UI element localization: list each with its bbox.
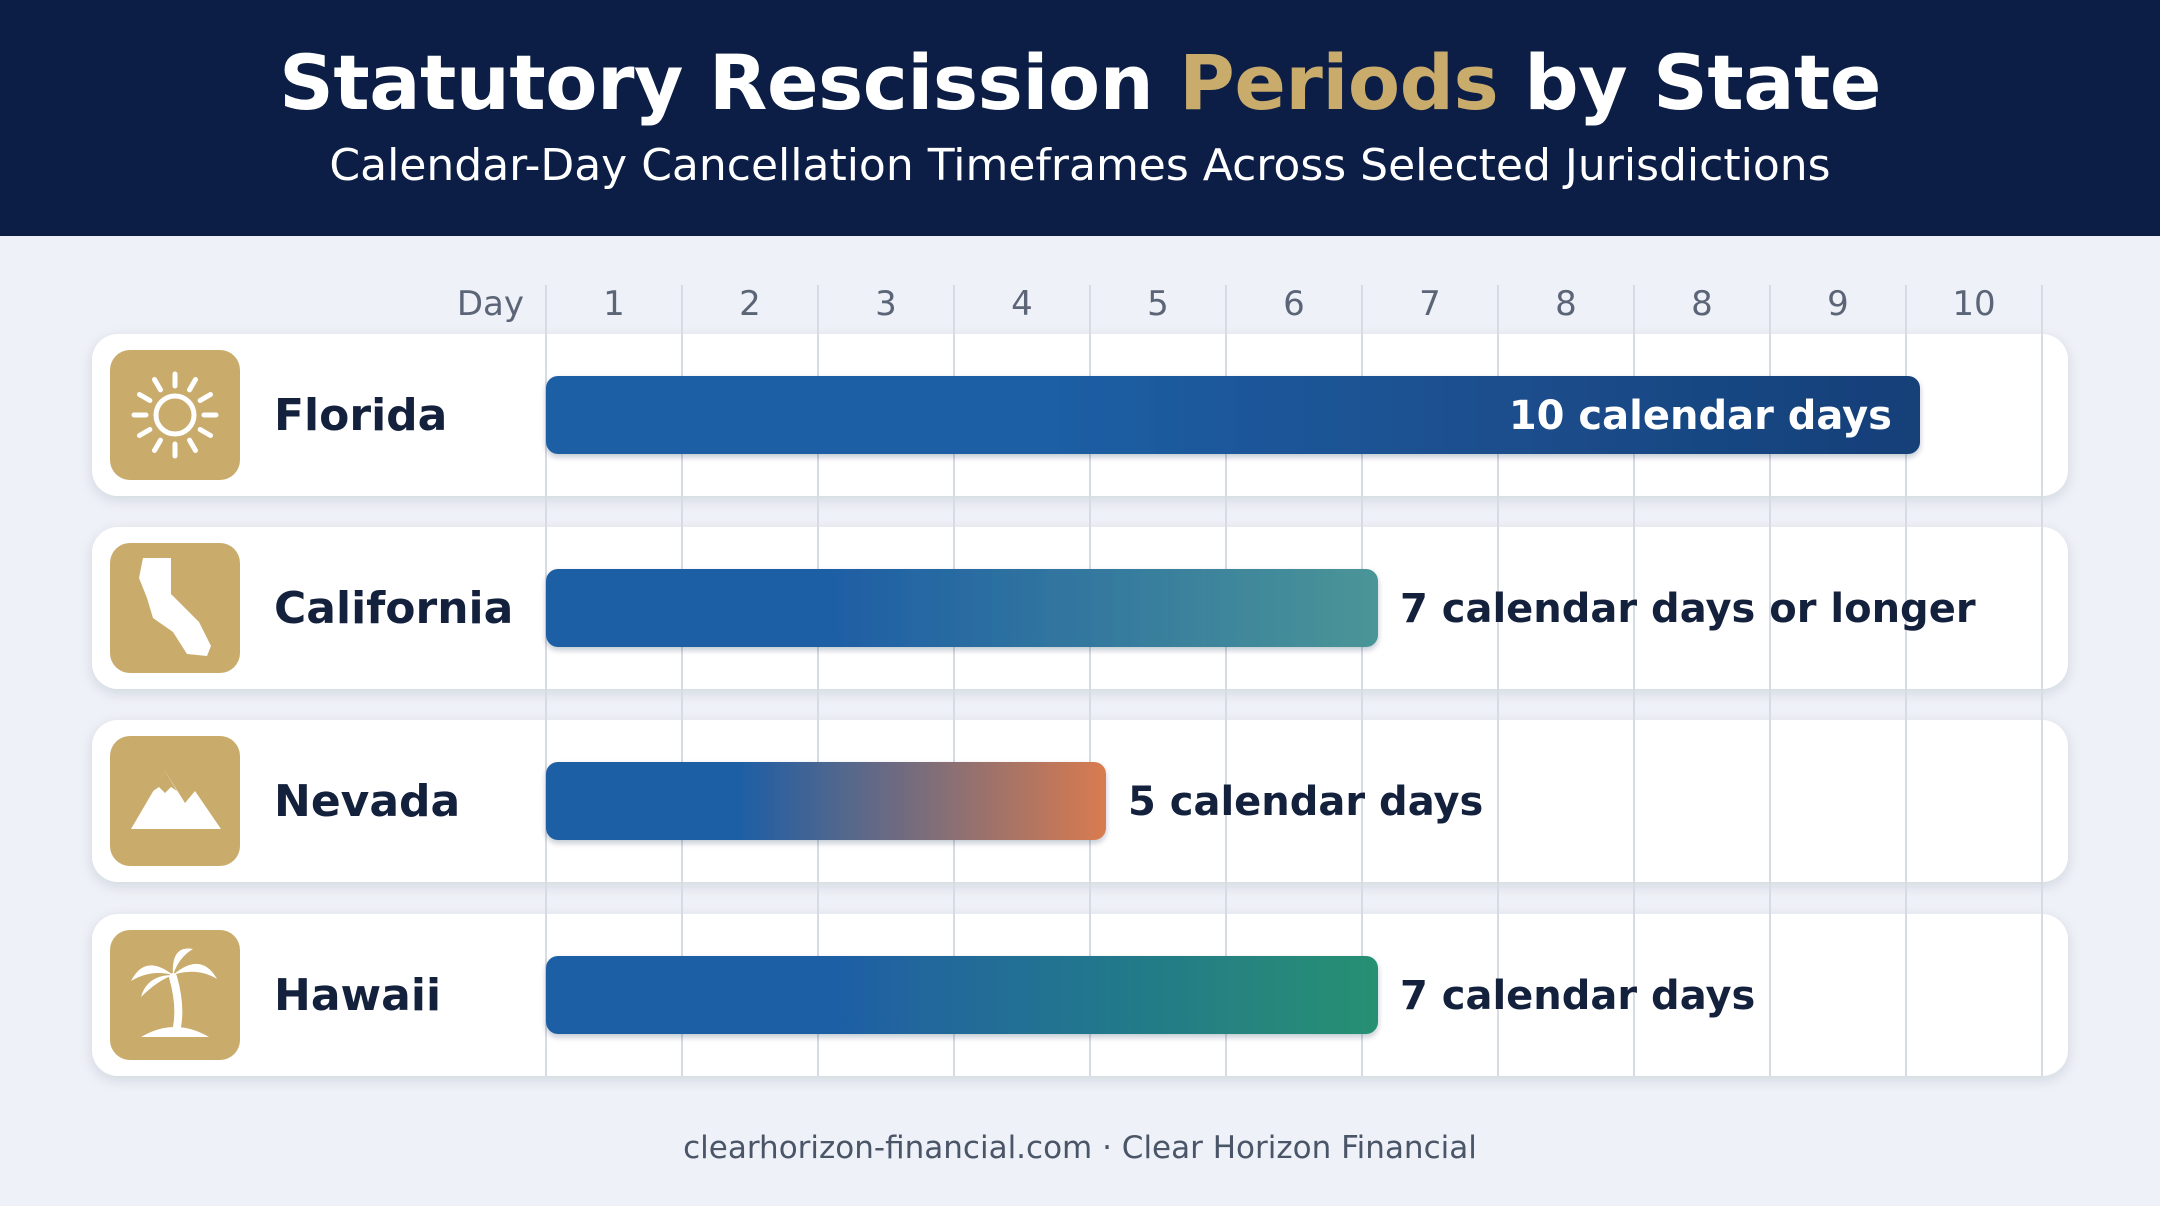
category-label-hawaii: Hawaii [274,970,441,1021]
bar-california [546,569,1378,647]
tick-label: 4 [1011,284,1033,324]
value-label-california: 7 calendar days or longer [1400,586,1976,632]
tick-label: 3 [875,284,897,324]
value-label-hawaii: 7 calendar days [1400,973,1755,1019]
tick-label: 8 [1555,284,1577,324]
bar-florida [546,376,1920,454]
bar-nevada [546,762,1106,840]
tick-label: 9 [1827,284,1849,324]
tick-label: 7 [1419,284,1441,324]
tick-label: 10 [1952,284,1995,324]
tick-label: 1 [603,284,625,324]
title-part-1: Statutory Rescission [279,38,1180,127]
chart-title: Statutory Rescission Periods by State [0,38,2160,127]
category-label-california: California [274,583,513,634]
california-state-icon [110,543,240,673]
header-banner: Statutory Rescission Periods by State Ca… [0,0,2160,236]
palm-tree-icon [110,930,240,1060]
tick-label: 2 [739,284,761,324]
category-label-nevada: Nevada [274,776,460,827]
tick-label: 6 [1283,284,1305,324]
title-part-2: by State [1498,38,1881,127]
title-accent: Periods [1179,38,1499,127]
tick-label: 5 [1147,284,1169,324]
sun-icon [110,350,240,480]
footer-source: clearhorizon-financial.com · Clear Horiz… [683,1130,1477,1166]
chart-subtitle: Calendar-Day Cancellation Timeframes Acr… [329,140,1831,191]
bar-hawaii [546,956,1378,1034]
value-label-nevada: 5 calendar days [1128,779,1483,825]
category-label-florida: Florida [274,390,447,441]
axis-label: Day [457,284,524,324]
mountain-icon [110,736,240,866]
value-label-florida: 10 calendar days [1509,393,1892,439]
tick-label: 8 [1691,284,1713,324]
